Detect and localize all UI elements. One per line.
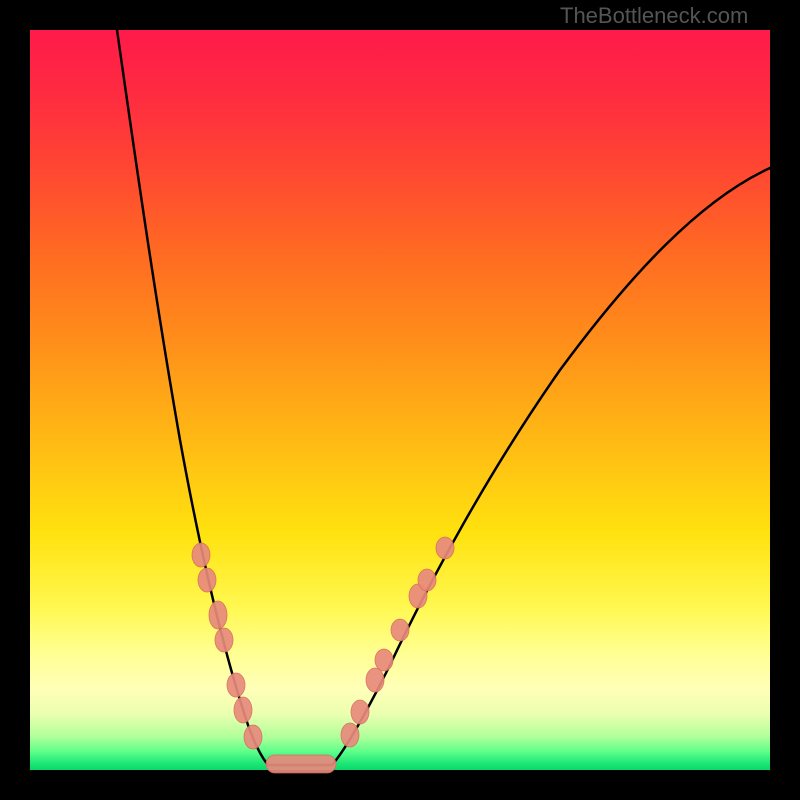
marker-point <box>436 537 454 559</box>
marker-point <box>366 668 384 692</box>
plot-background <box>30 30 770 770</box>
watermark-text: TheBottleneck.com <box>560 3 748 29</box>
marker-bottom-pill <box>266 755 336 773</box>
marker-point <box>234 697 252 723</box>
marker-point <box>391 619 409 641</box>
marker-point <box>244 725 262 749</box>
marker-point <box>227 673 245 697</box>
marker-point <box>198 568 216 592</box>
markers-bottom <box>266 755 336 773</box>
marker-point <box>418 569 436 591</box>
marker-point <box>209 601 227 629</box>
marker-point <box>192 543 210 567</box>
chart-svg <box>0 0 800 800</box>
marker-point <box>351 700 369 724</box>
marker-point <box>375 649 393 671</box>
marker-point <box>341 723 359 747</box>
chart-plot-area <box>0 0 800 800</box>
marker-point <box>215 628 233 652</box>
